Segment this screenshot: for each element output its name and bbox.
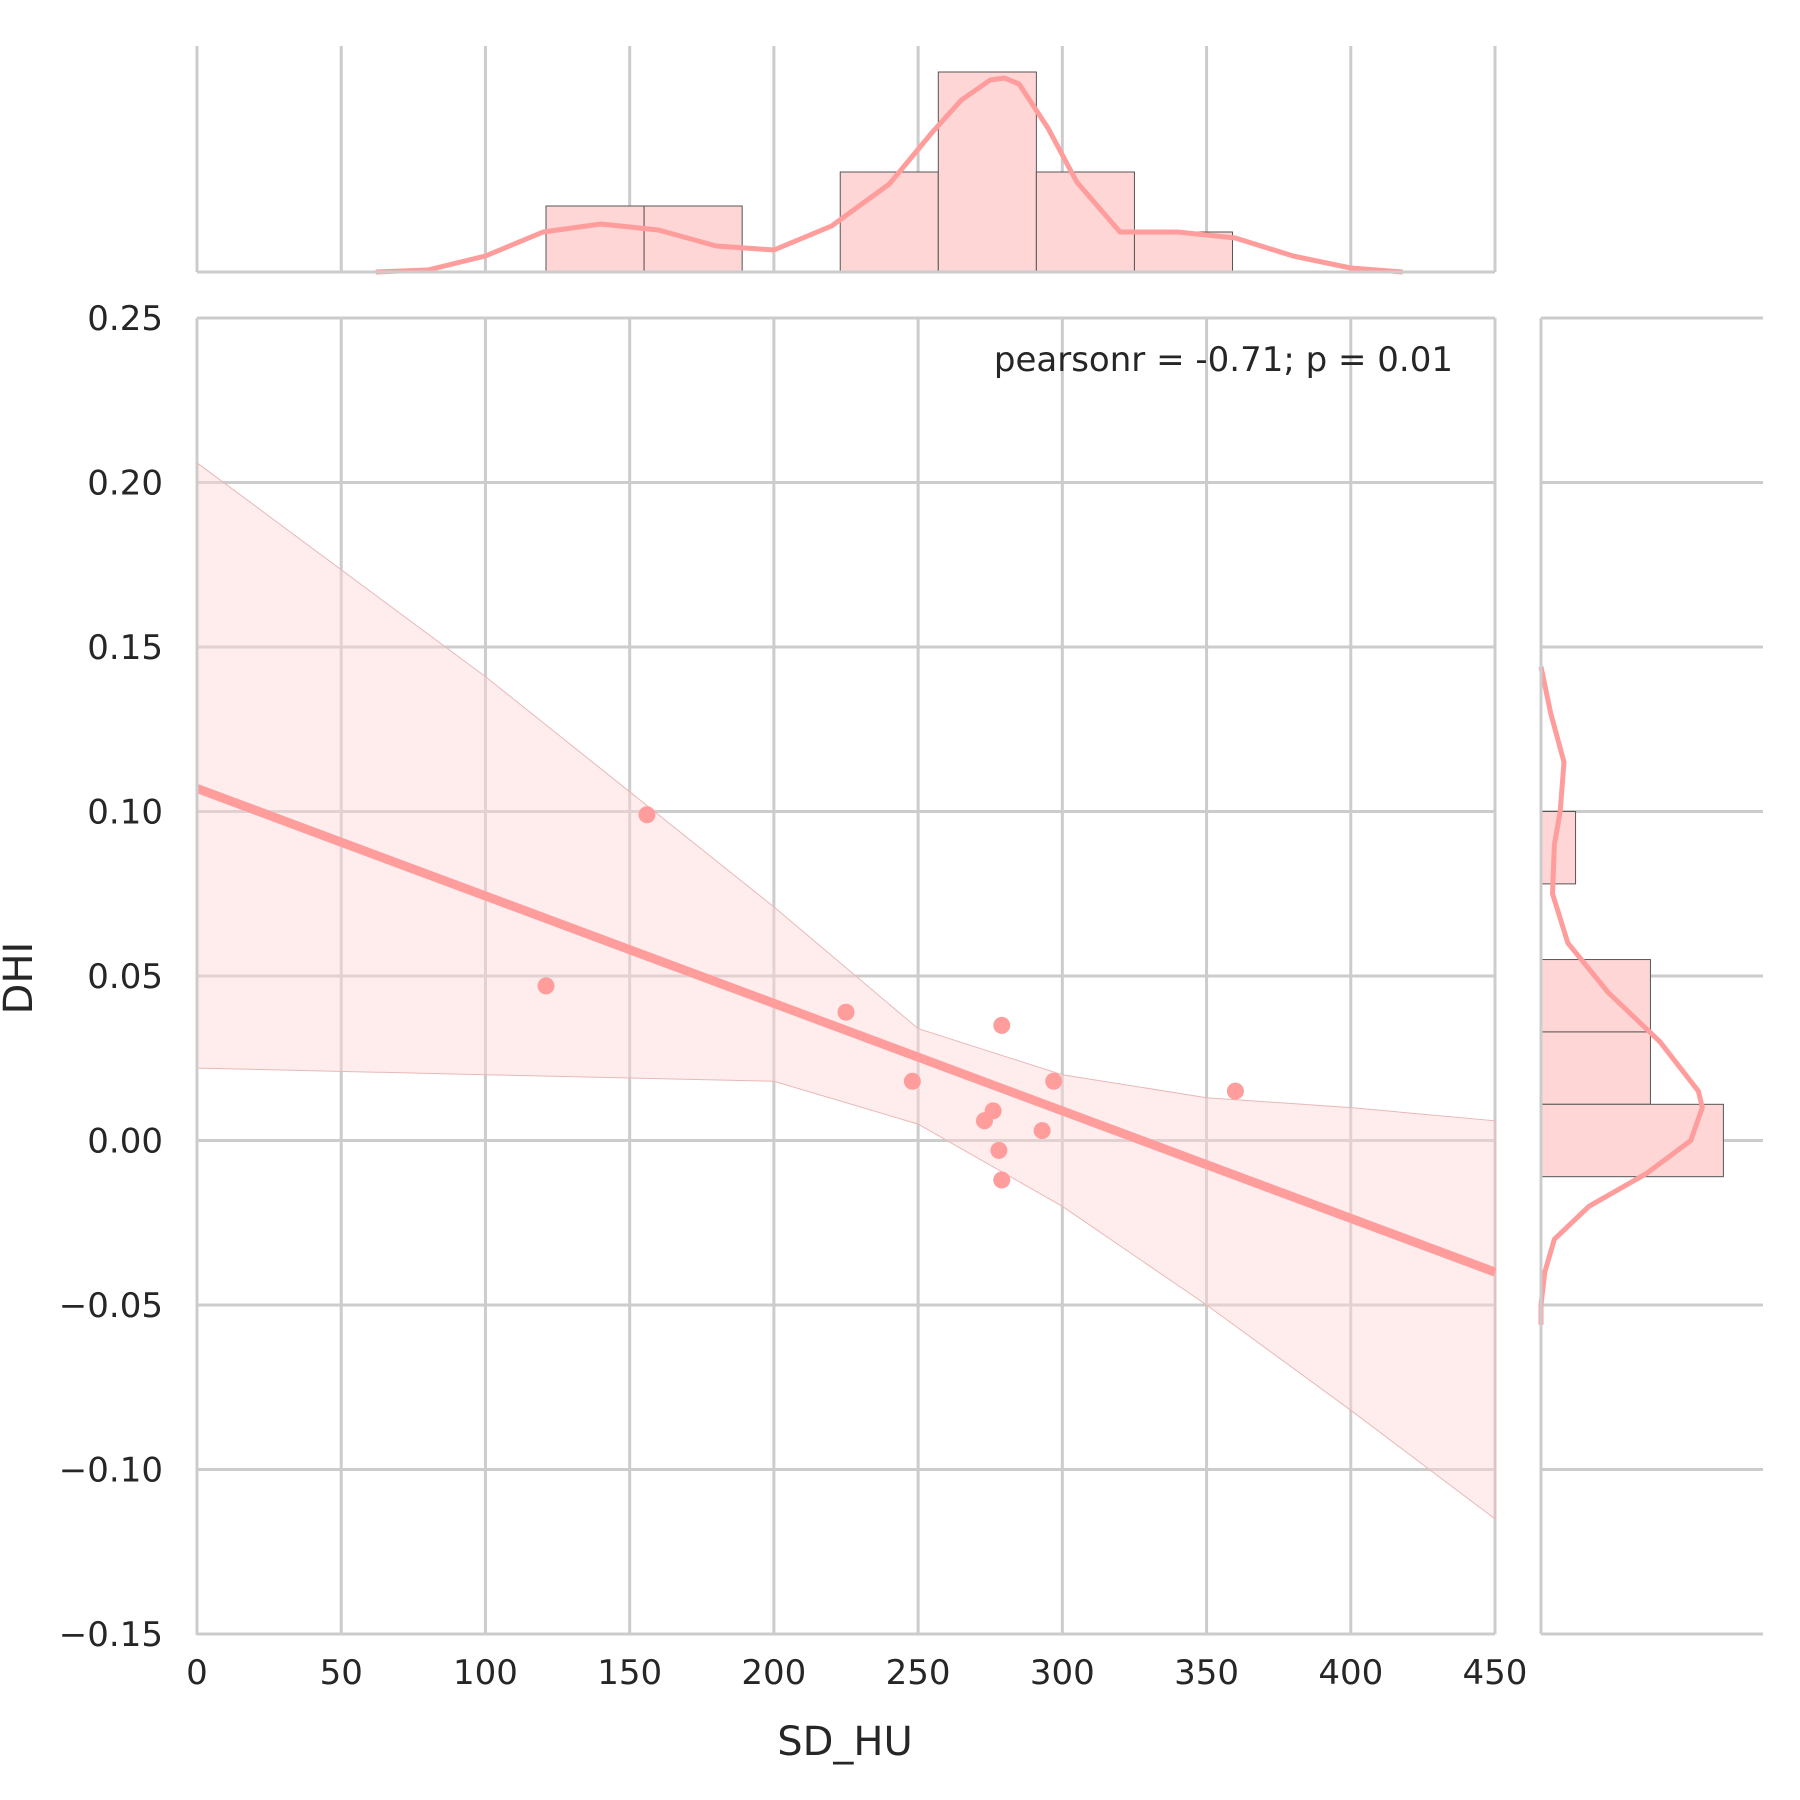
data-point [1033, 1122, 1051, 1140]
x-tick-label: 400 [1318, 1653, 1383, 1693]
x-tick-label: 200 [741, 1653, 806, 1693]
hist-bar-x [839, 171, 939, 273]
x-tick-label: 50 [320, 1653, 363, 1693]
x-tick-label: 300 [1030, 1653, 1095, 1693]
x-tick-label: 150 [597, 1653, 662, 1693]
y-tick-label: 0.00 [87, 1122, 163, 1162]
hist-bar-x [1035, 171, 1135, 273]
hist-bar-y [1540, 811, 1577, 885]
data-point [990, 1141, 1008, 1159]
data-point [1045, 1072, 1063, 1090]
confidence-band [196, 461, 1496, 1520]
scatter-panel [195, 461, 1497, 1520]
data-point [638, 806, 656, 824]
y-tick-label: 0.15 [87, 628, 163, 668]
x-tick-label: 250 [886, 1653, 951, 1693]
kde-curve-x [375, 75, 1403, 275]
y-tick-label: 0.10 [87, 793, 163, 833]
hist-bar-x [937, 71, 1037, 273]
data-point [903, 1072, 921, 1090]
hist-bar-y [1540, 959, 1651, 1033]
data-point [537, 977, 555, 995]
hist-bar-x [545, 205, 645, 273]
y-axis-label: DHI [0, 942, 42, 1015]
hist-bar-y [1540, 1103, 1724, 1178]
y-tick-label: 0.05 [87, 957, 163, 997]
axes: 0 50 100 150 200 250 300 350 400 450 0.25 0.20 0.15 0… [59, 46, 1763, 1693]
hist-bar-y [1540, 1031, 1651, 1105]
pearson-annotation: pearsonr = -0.71; p = 0.01 [994, 340, 1453, 380]
data-point [993, 1016, 1011, 1034]
x-axis-label: SD_HU [777, 1719, 913, 1765]
x-tick-label: 100 [453, 1653, 518, 1693]
y-tick-label: 0.20 [87, 464, 163, 504]
data-point [837, 1003, 855, 1021]
marginal-y-histogram [1538, 666, 1724, 1325]
x-tick-label: 350 [1174, 1653, 1239, 1693]
y-tick-label: −0.05 [59, 1286, 163, 1326]
y-tick-label: 0.25 [87, 299, 163, 339]
x-tick-label: 450 [1463, 1653, 1528, 1693]
y-tick-label: −0.15 [59, 1615, 163, 1655]
kde-curve-y [1538, 666, 1705, 1325]
y-tick-label: −0.10 [59, 1451, 163, 1491]
marginal-x-histogram [375, 71, 1403, 275]
data-point [984, 1102, 1002, 1120]
x-tick-label: 0 [186, 1653, 208, 1693]
regression-line [195, 784, 1497, 1277]
data-point [1226, 1082, 1244, 1100]
data-point [993, 1171, 1011, 1189]
